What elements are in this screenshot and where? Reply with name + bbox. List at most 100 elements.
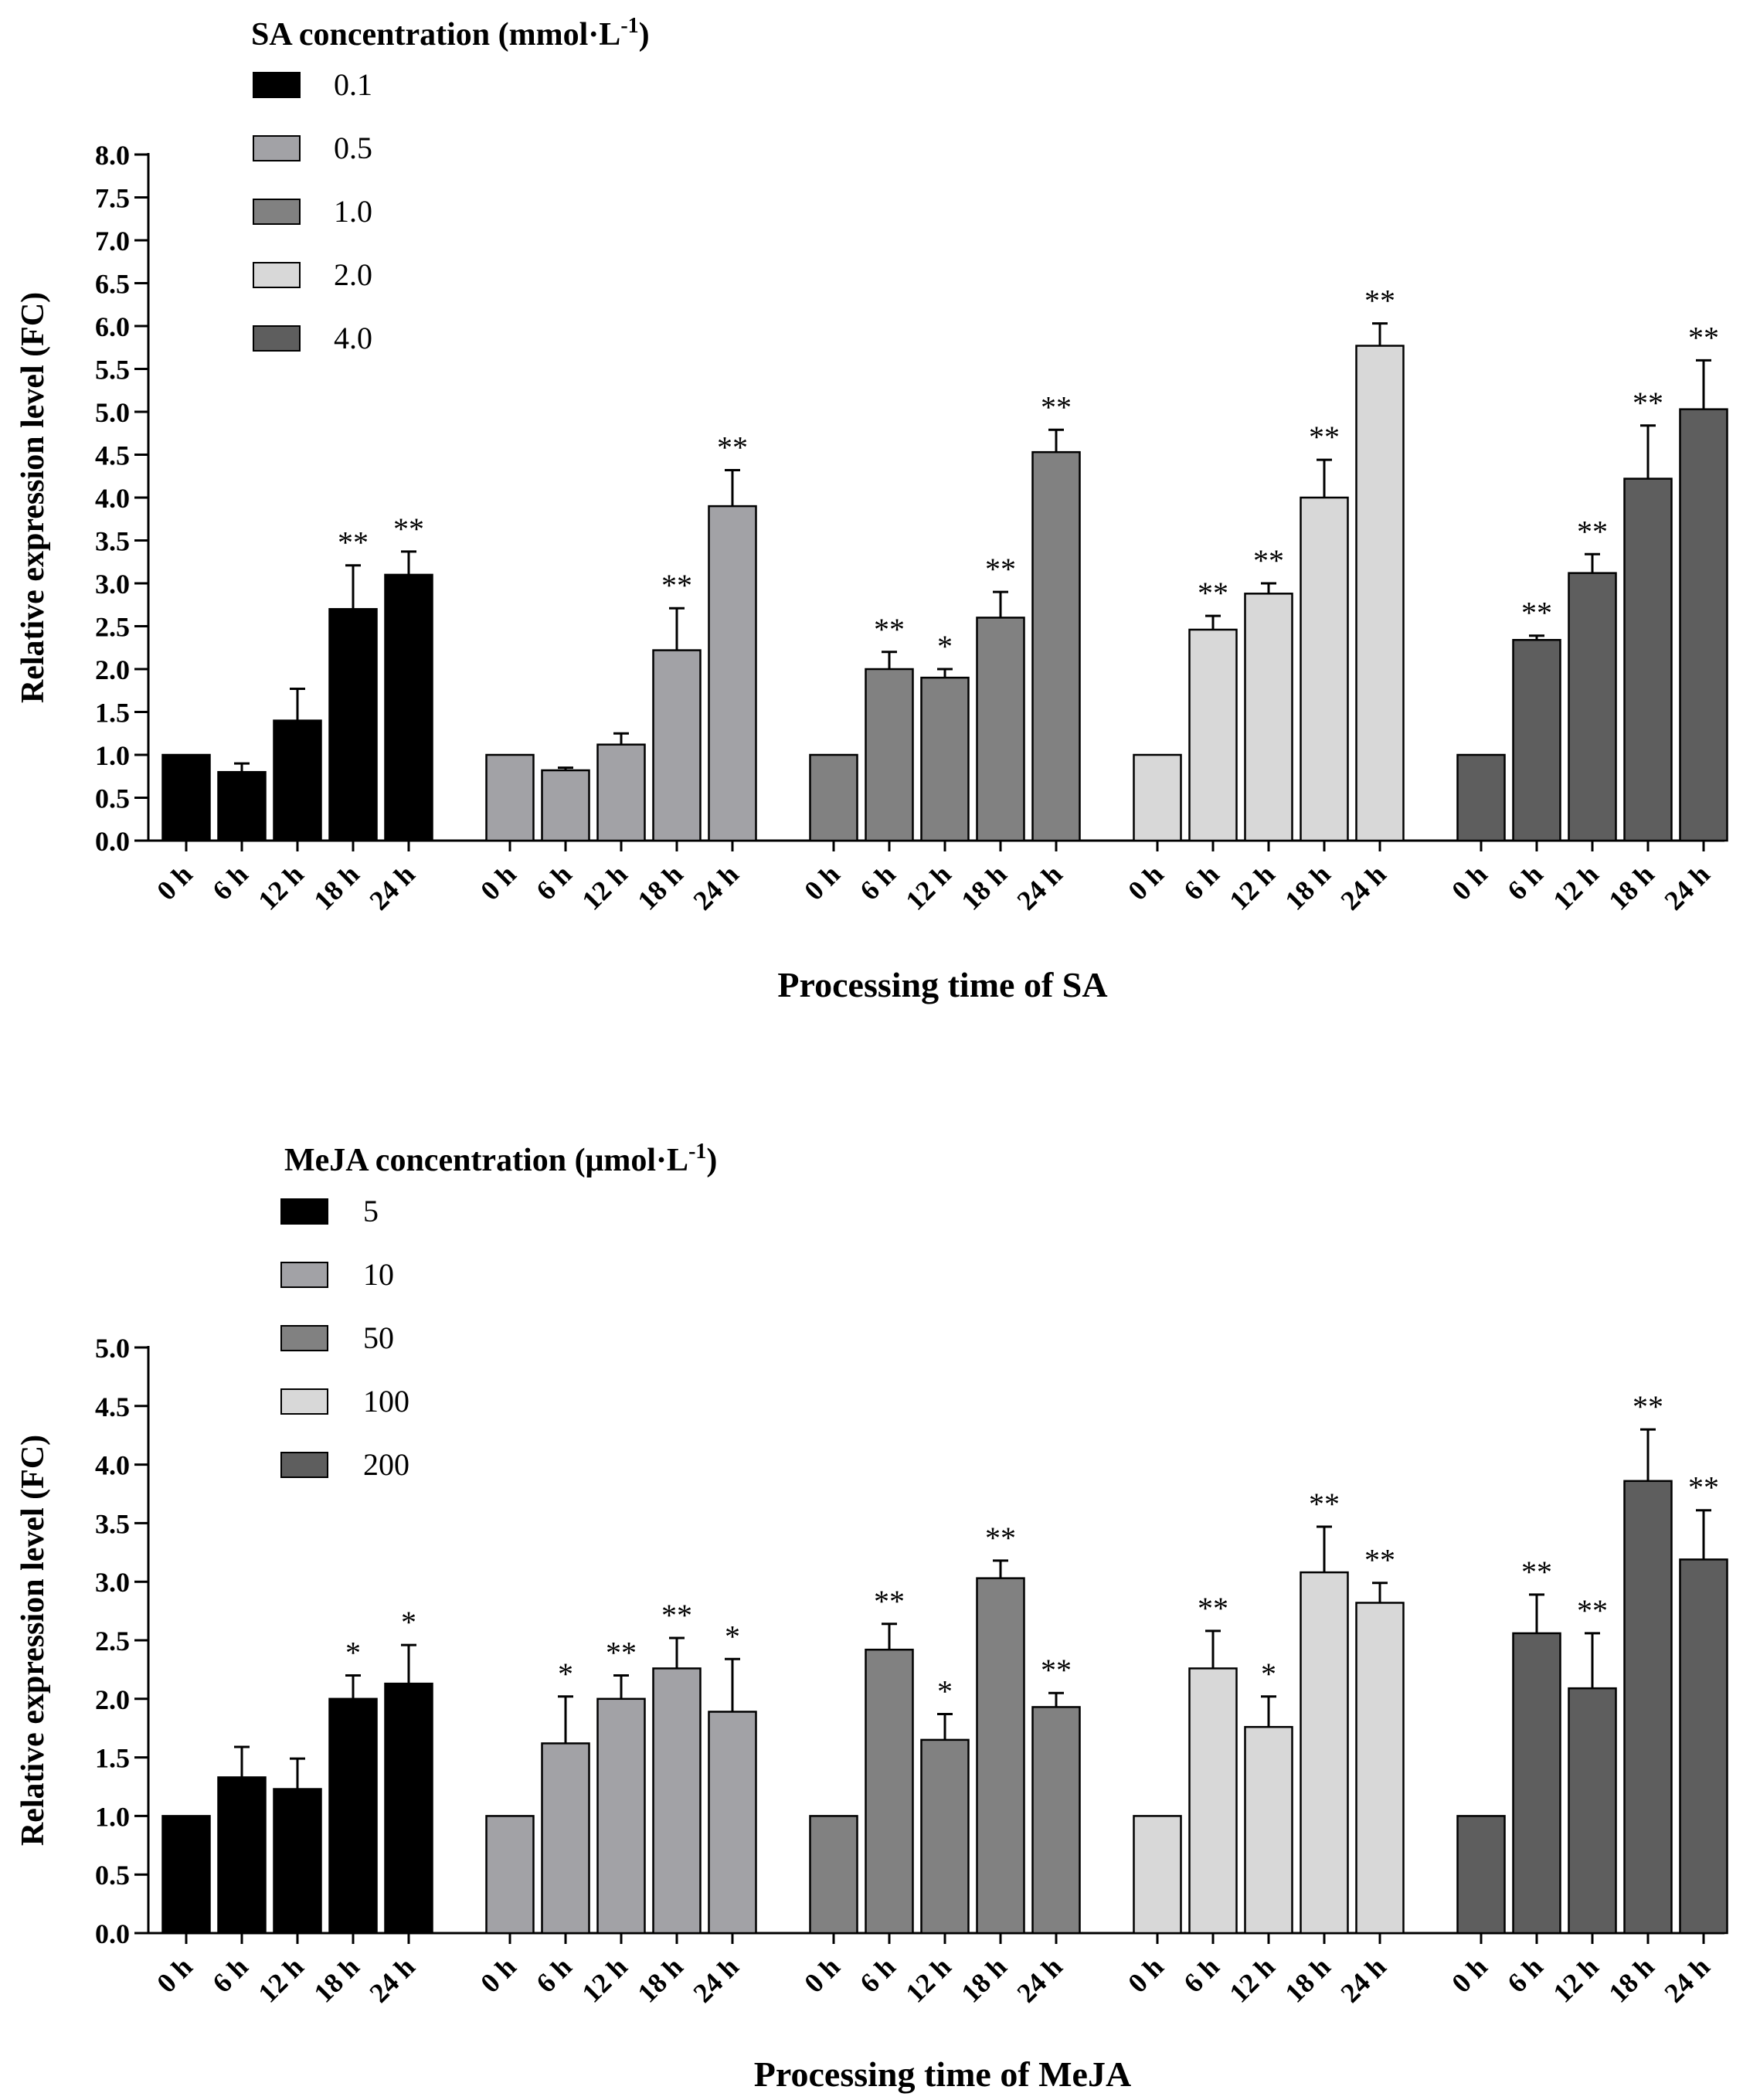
x-tick-label: 18 h: [1602, 1951, 1660, 2008]
bar: [217, 770, 267, 842]
significance-mark: **: [338, 525, 369, 560]
x-tick-label: 6 h: [530, 858, 578, 906]
legend-swatch: [280, 1198, 328, 1225]
bar: [384, 573, 433, 842]
x-tick-label: 0 h: [1122, 858, 1170, 906]
significance-mark: *: [558, 1657, 573, 1691]
y-tick-label: 6.0: [95, 311, 130, 342]
y-tick-label: 0.5: [95, 1860, 130, 1891]
bar: [217, 1776, 267, 1935]
x-tick-label: 12 h: [576, 858, 633, 916]
y-tick-label: 4.0: [95, 483, 130, 514]
y-tick-label: 1.0: [95, 740, 130, 771]
significance-mark: **: [1364, 284, 1395, 318]
legend-title-main: MeJA concentration (μmol·L: [284, 1143, 688, 1178]
bar: [596, 743, 646, 842]
x-tick-label: 0 h: [1446, 1951, 1493, 1999]
significance-mark: **: [606, 1635, 637, 1670]
bar: [1188, 1667, 1238, 1935]
significance-mark: *: [725, 1619, 740, 1653]
x-tick-label: 12 h: [899, 1951, 956, 2008]
legend-title-end: ): [706, 1143, 717, 1178]
x-tick-label: 6 h: [1501, 1951, 1549, 1999]
y-tick-label: 5.5: [95, 355, 130, 386]
x-tick-label: 6 h: [206, 1951, 254, 1999]
y-tick-label: 5.0: [95, 397, 130, 428]
x-tick-label: 24 h: [687, 858, 744, 916]
significance-mark: **: [1309, 420, 1340, 454]
bar: [976, 1577, 1025, 1935]
x-tick-label: 24 h: [363, 858, 420, 916]
bar: [1679, 1558, 1728, 1935]
bar: [1133, 753, 1182, 842]
significance-mark: **: [661, 1598, 692, 1633]
bar: [384, 1682, 433, 1935]
legend-label: 0.1: [334, 67, 372, 102]
x-tick-label: 18 h: [1602, 858, 1660, 916]
bar: [1623, 1480, 1673, 1935]
bar: [1133, 1815, 1182, 1935]
bar: [1568, 572, 1617, 842]
y-tick-label: 7.0: [95, 226, 130, 257]
significance-mark: **: [874, 1584, 905, 1619]
legend-title-sup: -1: [688, 1140, 706, 1164]
y-tick-label: 0.0: [95, 1918, 130, 1949]
bar: [596, 1697, 646, 1935]
x-tick-label: 12 h: [899, 858, 956, 916]
x-tick-label: 24 h: [1011, 1951, 1068, 2008]
legend-swatch: [280, 1325, 328, 1351]
bar: [1244, 593, 1293, 842]
bar: [1679, 408, 1728, 842]
significance-mark: **: [1309, 1487, 1340, 1521]
y-tick-label: 2.5: [95, 1626, 130, 1657]
significance-mark: **: [1198, 576, 1228, 610]
x-tick-label: 24 h: [1658, 1951, 1715, 2008]
x-tick-label: 6 h: [854, 858, 902, 906]
significance-mark: *: [1261, 1657, 1276, 1691]
bar: [920, 676, 970, 842]
x-tick-label: 12 h: [1223, 1951, 1280, 2008]
x-tick-label: 12 h: [252, 858, 309, 916]
y-tick-label: 1.5: [95, 1743, 130, 1774]
significance-mark: **: [393, 511, 424, 546]
bar: [541, 769, 590, 842]
significance-mark: **: [1577, 514, 1608, 549]
legend-label: 0.5: [334, 131, 372, 165]
legend-label: 4.0: [334, 321, 372, 355]
legend-label: 100: [363, 1384, 409, 1419]
y-tick-label: 2.0: [95, 654, 130, 685]
significance-mark: **: [874, 612, 905, 647]
significance-mark: *: [401, 1605, 416, 1640]
bar: [809, 753, 858, 842]
legend-label: 2.0: [334, 257, 372, 292]
y-tick-label: 4.5: [95, 440, 130, 471]
bar: [328, 1697, 378, 1935]
significance-mark: *: [345, 1635, 361, 1670]
sa-chart-panel: SA concentration (mmol·L-1) 0.1 0.5 1.0 2.0 4…: [15, 14, 1728, 1004]
x-tick-label: 18 h: [1279, 858, 1336, 916]
significance-mark: **: [985, 1521, 1016, 1555]
x-tick-label: 24 h: [687, 1951, 744, 2008]
bar: [1188, 628, 1238, 842]
bar: [865, 668, 914, 842]
y-tick-label: 3.5: [95, 1508, 130, 1539]
y-tick-label: 8.0: [95, 140, 130, 171]
significance-mark: **: [1577, 1593, 1608, 1628]
y-tick-label: 7.5: [95, 183, 130, 214]
y-tick-label: 3.0: [95, 1567, 130, 1598]
bar: [1300, 1571, 1349, 1935]
significance-mark: *: [937, 629, 953, 664]
y-tick-label: 0.5: [95, 783, 130, 814]
bar: [1355, 345, 1405, 842]
significance-mark: **: [1688, 320, 1719, 355]
x-tick-label: 18 h: [631, 858, 688, 916]
significance-mark: **: [1633, 1389, 1663, 1424]
y-tick-label: 3.5: [95, 526, 130, 557]
legend-swatch: [280, 1262, 328, 1288]
bar: [708, 505, 757, 842]
significance-mark: **: [1521, 1555, 1552, 1589]
x-tick-label: 0 h: [151, 858, 199, 906]
y-axis-label: Relative expression level (FC): [15, 1435, 51, 1846]
x-tick-label: 6 h: [1177, 1951, 1225, 1999]
x-tick-label: 18 h: [307, 1951, 365, 2008]
